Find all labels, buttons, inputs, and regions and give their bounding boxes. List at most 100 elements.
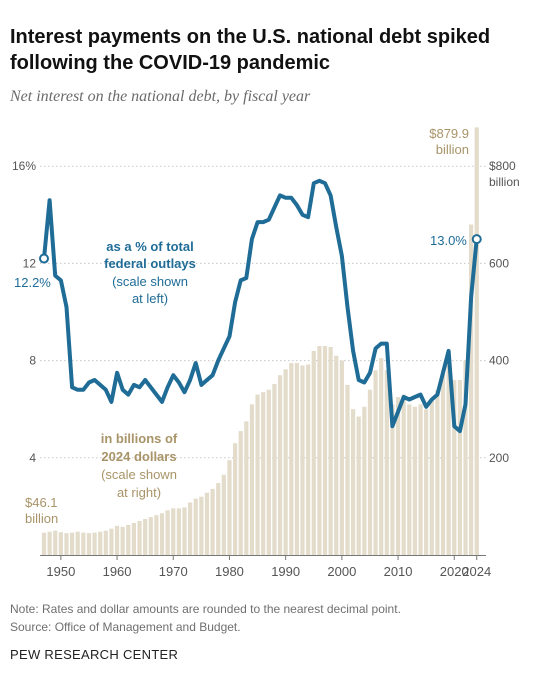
- note-text: Note: Rates and dollar amounts are round…: [10, 602, 401, 616]
- bar: [120, 526, 125, 555]
- bar: [429, 399, 434, 555]
- bar: [210, 488, 215, 555]
- line-label-1: as a % of total: [106, 239, 193, 254]
- first-pct-label: 12.2%: [14, 275, 51, 290]
- right-tick-label: $800: [489, 159, 516, 173]
- bar: [379, 358, 384, 555]
- bar: [98, 531, 103, 555]
- x-tick-label: 2000: [327, 564, 356, 579]
- bar: [109, 528, 114, 555]
- left-tick-label: 12: [23, 256, 37, 270]
- bar: [137, 520, 142, 555]
- line-scale-2: at left): [132, 291, 168, 306]
- bar: [390, 404, 395, 555]
- bar: [81, 532, 86, 555]
- bar: [345, 384, 350, 555]
- chart-title: Interest payments on the U.S. national d…: [10, 26, 491, 74]
- bar: [249, 404, 255, 555]
- right-tick-unit: billion: [489, 175, 520, 189]
- bar: [401, 394, 406, 555]
- bar-label-1: in billions of: [101, 431, 178, 446]
- chart-svg: 4 8 12 16% 200 400 600 $800 billion 1950 1960 1970 1…: [12, 126, 520, 579]
- left-tick-label: 16%: [12, 159, 36, 173]
- bar: [199, 496, 204, 555]
- line-series: [39, 178, 482, 434]
- bar: [412, 406, 418, 555]
- bar: [356, 416, 361, 555]
- bar: [261, 392, 266, 555]
- x-tick-label: 2010: [384, 564, 413, 579]
- bar: [182, 507, 187, 555]
- x-tick-label: 1960: [103, 564, 132, 579]
- bar: [289, 363, 294, 555]
- last-dollar-label-2: billion: [436, 142, 469, 157]
- x-tick-label: 1950: [46, 564, 75, 579]
- bar: [165, 510, 170, 555]
- bar: [457, 380, 462, 555]
- bar: [227, 460, 232, 555]
- bar: [446, 350, 451, 555]
- bar: [339, 360, 344, 555]
- bar: [221, 474, 226, 555]
- bar: [171, 508, 176, 555]
- brand-label: PEW RESEARCH CENTER: [10, 647, 179, 662]
- bar: [148, 517, 153, 555]
- bar: [283, 369, 288, 555]
- bar: [53, 530, 58, 555]
- bar: [452, 380, 457, 555]
- x-tick-label: 2024: [462, 564, 491, 579]
- bar: [272, 383, 277, 555]
- bar: [92, 532, 97, 555]
- bar: [424, 409, 429, 555]
- bar: [311, 350, 316, 555]
- bar: [86, 533, 92, 555]
- bar: [41, 532, 47, 555]
- bar: [384, 370, 389, 555]
- bar: [58, 532, 63, 555]
- bar: [395, 397, 401, 555]
- bar: [114, 525, 120, 555]
- x-tick-label: 1980: [215, 564, 244, 579]
- bar: [474, 127, 479, 556]
- bar: [47, 531, 52, 555]
- bar: [334, 355, 339, 555]
- x-tick-label: 1970: [159, 564, 188, 579]
- bar: [75, 531, 80, 555]
- endpoint-marker: [39, 253, 49, 264]
- bar: [176, 508, 181, 555]
- chart-subtitle: Net interest on the national debt, by fi…: [10, 88, 311, 105]
- first-dollar-label-1: $46.1: [25, 495, 58, 510]
- endpoint-marker: [471, 234, 482, 245]
- last-pct-label: 13.0%: [430, 233, 467, 248]
- bar: [435, 389, 440, 555]
- bar-scale-2: at right): [117, 485, 161, 500]
- right-tick-label: 200: [489, 451, 509, 465]
- bar: [204, 492, 210, 555]
- last-dollar-label-1: $879.9: [429, 126, 469, 141]
- left-tick-label: 4: [29, 451, 36, 465]
- bar: [440, 370, 446, 555]
- bar: [64, 533, 69, 555]
- bar: [131, 522, 137, 555]
- bar: [216, 483, 221, 555]
- bar: [277, 375, 283, 555]
- right-tick-label: 600: [489, 256, 509, 270]
- bar: [159, 513, 165, 555]
- bar: [418, 404, 423, 555]
- bar: [266, 389, 271, 555]
- bar: [154, 515, 159, 555]
- bar: [69, 532, 75, 555]
- bar: [328, 346, 333, 555]
- x-tick-label: 1990: [271, 564, 300, 579]
- bar: [232, 443, 238, 555]
- bar: [238, 431, 243, 555]
- bar: [373, 370, 378, 555]
- x-tick-label: 2020: [440, 564, 469, 579]
- axes: 4 8 12 16% 200 400 600 $800 billion 1950 1960 1970 1…: [12, 159, 520, 579]
- line-label-2: federal outlays: [104, 256, 196, 271]
- bar: [193, 498, 198, 555]
- bar: [255, 394, 260, 555]
- footnote: Note: Rates and dollar amounts are round…: [10, 600, 530, 636]
- bars: [41, 127, 479, 556]
